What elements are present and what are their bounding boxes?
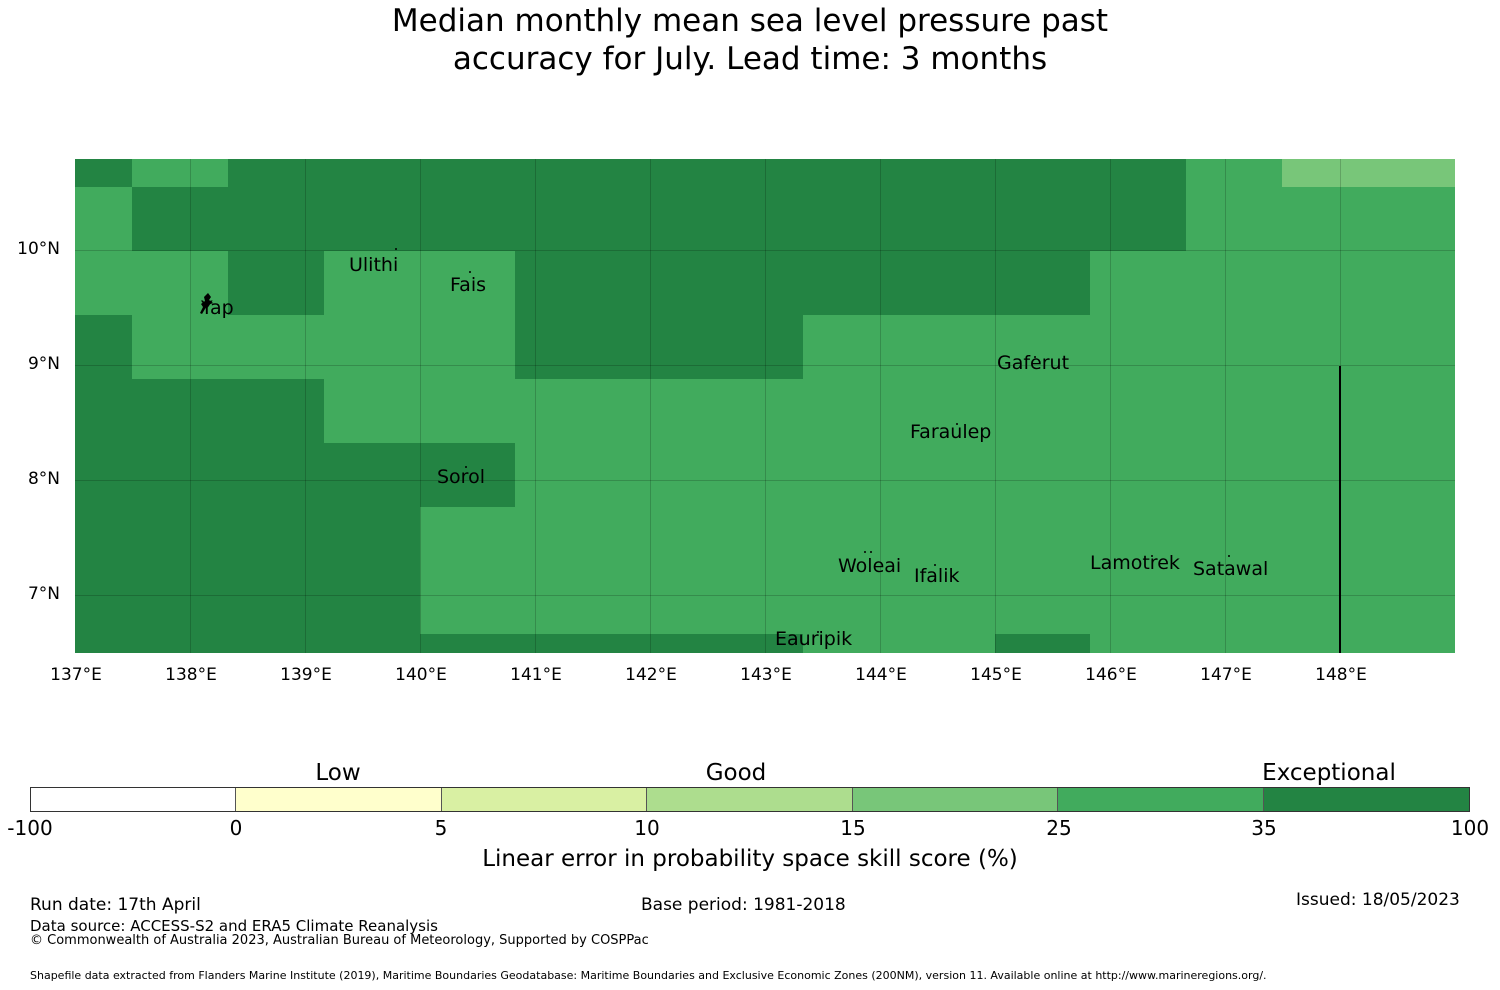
- legend-category-exceptional: Exceptional: [1262, 760, 1396, 786]
- colour-bar-tick: 5: [434, 816, 448, 840]
- colour-bar-label: Linear error in probability space skill …: [482, 846, 1018, 872]
- lat-label: 10°N: [17, 239, 60, 259]
- shapefile-credit: Shapefile data extracted from Flanders M…: [30, 969, 1267, 982]
- cell-exceptional: [420, 634, 803, 653]
- lon-label: 146°E: [1085, 665, 1137, 685]
- cell-exceptional: [228, 251, 324, 315]
- place-woleai: Woleai: [838, 555, 902, 577]
- colour-bar-tick: 35: [1251, 816, 1277, 840]
- place-faraulep: Faraulep: [910, 421, 992, 443]
- lon-label: 145°E: [970, 665, 1022, 685]
- legend-category-good: Good: [705, 760, 767, 786]
- place-satawal: Satawal: [1193, 558, 1269, 580]
- lon-label: 143°E: [740, 665, 792, 685]
- colour-bar-segment: [647, 788, 853, 811]
- lat-label: 9°N: [27, 354, 60, 374]
- lon-label: 148°E: [1315, 665, 1367, 685]
- colour-bar-tick: 100: [1450, 816, 1490, 840]
- lon-label: 139°E: [280, 665, 332, 685]
- colour-bar-tick: 10: [634, 816, 660, 840]
- cell-good-high: [132, 159, 228, 187]
- place-ulithi: Ulithi: [349, 254, 399, 276]
- lon-label: 138°E: [165, 665, 217, 685]
- eez-boundary-line: [1339, 366, 1341, 653]
- cell-exceptional: [75, 315, 132, 379]
- cell-light: [1282, 159, 1455, 187]
- colour-bar-segment: [852, 788, 1059, 811]
- colour-bar-tick: 25: [1046, 816, 1072, 840]
- title-line-2: accuracy for July. Lead time: 3 months: [452, 41, 1048, 77]
- colour-bar-segment: [1263, 788, 1469, 811]
- yap-island-icon: [200, 293, 213, 314]
- colour-bar-segment: [236, 788, 442, 811]
- lon-label: 137°E: [50, 665, 102, 685]
- lat-label: 7°N: [27, 584, 60, 604]
- skill-map: Ulithi Fais Yap Gaferut Faraulep Sorol W…: [75, 159, 1455, 653]
- place-eauripik: Eauripik: [775, 628, 853, 650]
- place-fais: Fais: [450, 274, 487, 296]
- map-title: Median monthly mean sea level pressure p…: [0, 2, 1500, 78]
- base-period: Base period: 1981-2018: [641, 895, 846, 915]
- colour-bar-tick: 0: [229, 816, 243, 840]
- colour-bar-tick: 15: [840, 816, 866, 840]
- colour-bar-segment: [441, 788, 648, 811]
- lon-label: 144°E: [855, 665, 907, 685]
- cell-exceptional: [515, 315, 803, 379]
- lon-label: 147°E: [1200, 665, 1252, 685]
- colour-bar: [30, 787, 1470, 812]
- lon-label: 141°E: [510, 665, 562, 685]
- title-line-1: Median monthly mean sea level pressure p…: [391, 3, 1109, 39]
- cell-exceptional: [75, 159, 132, 187]
- cell-exceptional: [75, 379, 324, 443]
- place-yap: Yap: [201, 297, 234, 319]
- legend-category-low: Low: [315, 760, 361, 786]
- place-sorol: Sorol: [437, 466, 485, 488]
- cell-exceptional: [515, 251, 1090, 315]
- data-source: Data source: ACCESS-S2 and ERA5 Climate …: [30, 917, 438, 935]
- colour-bar-tick: -100: [7, 816, 53, 840]
- lon-label: 140°E: [395, 665, 447, 685]
- colour-bar-segment: [31, 788, 237, 811]
- copyright: © Commonwealth of Australia 2023, Austra…: [30, 933, 649, 948]
- place-gaferut: Gaferut: [997, 352, 1070, 374]
- cell-exceptional: [132, 187, 1186, 251]
- cell-exceptional: [75, 507, 420, 653]
- cell-exceptional: [995, 634, 1090, 653]
- colour-bar-segment: [1058, 788, 1264, 811]
- place-lamotrek: Lamotrek: [1090, 552, 1180, 574]
- issued-date: Issued: 18/05/2023: [1296, 890, 1460, 910]
- cell-exceptional: [75, 443, 515, 507]
- cell-exceptional: [228, 159, 1186, 187]
- place-ifalik: Ifalik: [914, 565, 960, 587]
- run-date: Run date: 17th April: [30, 895, 201, 915]
- lon-label: 142°E: [625, 665, 677, 685]
- lat-label: 8°N: [27, 469, 60, 489]
